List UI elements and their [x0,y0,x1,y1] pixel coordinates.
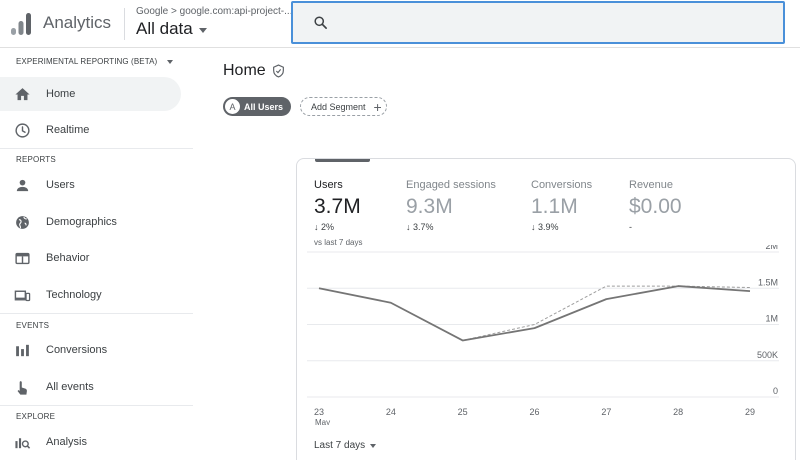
x-tick-label: 28 [673,407,683,417]
metric-delta: ↓ 3.7% [406,222,434,232]
sidebar-item-analysis[interactable]: Analysis [0,425,181,459]
metric-tab-conversions[interactable]: Conversions 1.1M ↓ 3.9% [531,179,592,232]
date-range-selector[interactable]: Last 7 days [314,440,377,451]
experimental-reporting-label: EXPERIMENTAL REPORTING (BETA) [16,57,158,66]
chevron-down-icon [167,59,174,64]
chevron-down-icon [198,27,207,33]
section-divider [0,405,193,406]
current-series-line[interactable] [318,285,751,342]
sidebar: EXPERIMENTAL REPORTING (BETA) Home Realt… [0,48,193,460]
search-input[interactable] [291,1,785,44]
add-segment-button[interactable]: Add Segment + [300,97,387,116]
metric-delta: - [629,222,632,232]
plus-icon: + [373,98,382,115]
metric-value: 3.7M [314,195,361,218]
x-tick-label: 24 [386,407,396,417]
sidebar-item-label: Behavior [46,252,90,264]
sidebar-item-technology[interactable]: Technology [0,278,181,312]
sidebar-item-label: Demographics [46,216,117,228]
analysis-icon [15,438,31,449]
sidebar-item-label: Realtime [46,124,90,136]
users-line-chart: 2M 1.5M 1M 500K 0 23 24 25 26 27 28 29 May [307,245,779,425]
metric-label: Revenue [629,179,674,191]
sidebar-item-label: Conversions [46,344,108,356]
x-tick-label: 29 [745,407,755,417]
metric-label: Conversions [531,179,593,191]
metric-value: 9.3M [406,195,453,218]
sidebar-item-home[interactable]: Home [0,77,181,111]
active-metric-indicator [315,159,370,162]
metric-label: Users [314,179,343,191]
x-month-label: May [315,418,330,425]
overview-card: Users 3.7M ↓ 2% Engaged sessions 9.3M ↓ … [296,158,796,460]
clock-icon [15,123,30,138]
segment-chip-all-users[interactable]: A All Users [223,97,292,116]
section-label-events: EVENTS [16,321,50,330]
comparison-label: vs last 7 days [314,238,363,247]
app-name: Analytics [43,13,112,32]
page-title: Home [223,62,285,80]
sidebar-item-behavior[interactable]: Behavior [0,241,181,275]
sidebar-item-label: Users [46,179,75,191]
x-tick-label: 27 [601,407,611,417]
metric-delta: ↓ 3.9% [531,222,559,232]
comparison-series-line[interactable] [318,285,751,341]
metric-tab-revenue[interactable]: Revenue $0.00 - [629,179,682,232]
person-icon [16,179,29,192]
metric-delta: ↓ 2% [314,222,335,232]
x-tick-label: 25 [458,407,468,417]
sidebar-item-conversions[interactable]: Conversions [0,333,181,367]
section-label-explore: EXPLORE [16,412,56,421]
section-divider [0,148,193,149]
sidebar-item-label: Home [46,88,76,100]
header-divider [124,8,125,40]
metric-tab-users[interactable]: Users 3.7M ↓ 2% [314,179,361,232]
sidebar-item-demographics[interactable]: Demographics [0,205,181,239]
web-window-icon [15,252,30,265]
property-name: All data [136,19,193,38]
date-range-label: Last 7 days [314,440,366,451]
page-title-text: Home [223,62,266,79]
y-tick-label: 500K [757,350,778,360]
experimental-reporting-toggle[interactable]: EXPERIMENTAL REPORTING (BETA) [16,57,174,66]
search-icon [314,16,327,29]
metric-value: 1.1M [531,195,578,218]
sidebar-item-label: Analysis [46,436,87,448]
y-tick-label: 2M [765,245,778,251]
chevron-down-icon [370,443,377,448]
section-label-reports: REPORTS [16,155,56,164]
metric-value: $0.00 [629,195,682,218]
top-bar: Analytics Google > google.com:api-projec… [0,0,800,48]
bar-chart-icon [16,344,29,357]
y-tick-label: 0 [773,386,778,396]
globe-icon [16,216,29,229]
segment-label: All Users [244,101,284,112]
sidebar-item-label: Technology [46,289,102,301]
sidebar-item-users[interactable]: Users [0,168,181,202]
y-tick-label: 1.5M [758,277,778,287]
touch-icon [17,381,27,395]
section-divider [0,313,193,314]
x-tick-label: 26 [529,407,539,417]
add-segment-label: Add Segment [311,101,366,112]
sidebar-item-label: All events [46,381,94,393]
y-tick-label: 1M [765,314,778,324]
x-tick-label: 23 [314,407,324,417]
analytics-logo-icon[interactable] [10,12,32,36]
metric-label: Engaged sessions [406,179,496,191]
property-selector[interactable]: All data [136,19,207,39]
home-icon [15,88,30,101]
metric-tab-engaged-sessions[interactable]: Engaged sessions 9.3M ↓ 3.7% [406,179,496,232]
sidebar-item-all-events[interactable]: All events [0,370,181,404]
verified-shield-icon[interactable] [272,64,285,78]
account-breadcrumb[interactable]: Google > google.com:api-project-... [136,6,293,17]
segment-badge: A [225,99,240,114]
devices-icon [14,290,31,302]
sidebar-item-realtime[interactable]: Realtime [0,113,181,147]
